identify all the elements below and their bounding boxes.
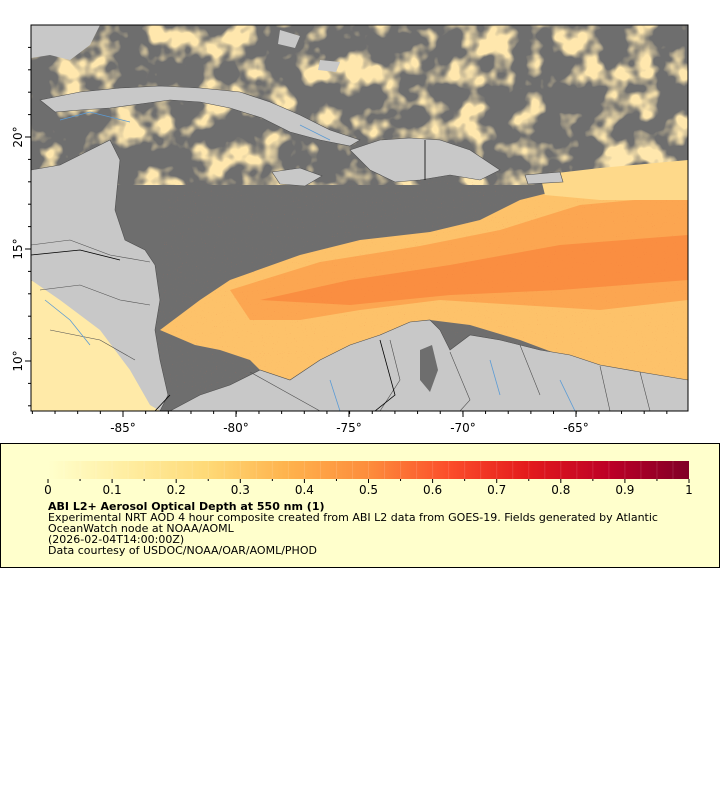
- legend-description: Experimental NRT AOD 4 hour composite cr…: [48, 511, 658, 524]
- legend-text: ABI L2+ Aerosol Optical Depth at 550 nm …: [48, 501, 698, 556]
- land-jamaica: [271, 167, 323, 187]
- rivers: [44, 111, 576, 411]
- major-borders: [31, 249, 396, 411]
- land-puerto-rico: [524, 171, 564, 185]
- colorbar-tick-label: 0: [44, 483, 52, 497]
- aerosol-atlantic: [540, 160, 688, 200]
- lat-tick-label: 15°: [11, 238, 25, 259]
- lon-tick-label: -70°: [450, 421, 476, 435]
- colorbar-tick-label: 0.8: [551, 483, 570, 497]
- aerosol-speckle: [160, 180, 688, 395]
- colorbar-tick-label: 0.4: [295, 483, 314, 497]
- longitude-axis: -85° -80° -75° -70° -65°: [110, 411, 589, 435]
- colorbar-tick-label: 0.6: [423, 483, 442, 497]
- colorbar-gradient: [48, 461, 689, 479]
- colorbar-tick-label: 0.9: [615, 483, 634, 497]
- map-area: -85° -80° -75° -70° -65° 10° 15° 20°: [11, 24, 689, 435]
- legend-panel: 0 0.1 0.2 0.3 0.4 0.5 0.6 0.7 0.8 0.9 1 ABI L2+ Ae…: [0, 443, 720, 568]
- colorbar-tick-label: 0.5: [359, 483, 378, 497]
- legend-credit: Data courtesy of USDOC/NOAA/OAR/AOML/PHO…: [48, 544, 317, 557]
- legend-timestamp: (2026-02-04T14:00:00Z): [48, 533, 185, 546]
- lon-tick-label: -75°: [336, 421, 362, 435]
- lake-maracaibo: [420, 345, 438, 392]
- country-borders: [31, 239, 651, 411]
- lat-tick-label: 10°: [11, 350, 25, 371]
- colorbar: 0 0.1 0.2 0.3 0.4 0.5 0.6 0.7 0.8 0.9 1: [44, 461, 693, 497]
- lat-tick-label: 20°: [11, 126, 25, 147]
- lon-tick-label: -80°: [223, 421, 249, 435]
- legend-title: ABI L2+ Aerosol Optical Depth at 550 nm …: [48, 500, 325, 513]
- colorbar-tick-label: 0.7: [487, 483, 506, 497]
- colorbar-ticks: 0 0.1 0.2 0.3 0.4 0.5 0.6 0.7 0.8 0.9 1: [44, 479, 693, 497]
- lon-tick-label: -85°: [110, 421, 136, 435]
- map-frame: [30, 24, 689, 412]
- map-plot: [31, 25, 688, 411]
- colorbar-tick-label: 0.2: [167, 483, 186, 497]
- aod-map: -85° -80° -75° -70° -65° 10° 15° 20°: [11, 24, 689, 435]
- colorbar-steps: [63, 461, 674, 479]
- colorbar-tick-label: 1: [685, 483, 693, 497]
- land-bahamas: [278, 30, 340, 72]
- pacific-ocean-haze: [31, 280, 160, 411]
- latitude-axis: 10° 15° 20°: [11, 126, 31, 372]
- colorbar-tick-label: 0.1: [103, 483, 122, 497]
- land-cuba: [39, 85, 361, 147]
- legend-description-cont: OceanWatch node at NOAA/AOML: [48, 522, 234, 535]
- colorbar-tick-label: 0.3: [231, 483, 250, 497]
- land-florida: [31, 25, 100, 60]
- lon-tick-label: -65°: [563, 421, 589, 435]
